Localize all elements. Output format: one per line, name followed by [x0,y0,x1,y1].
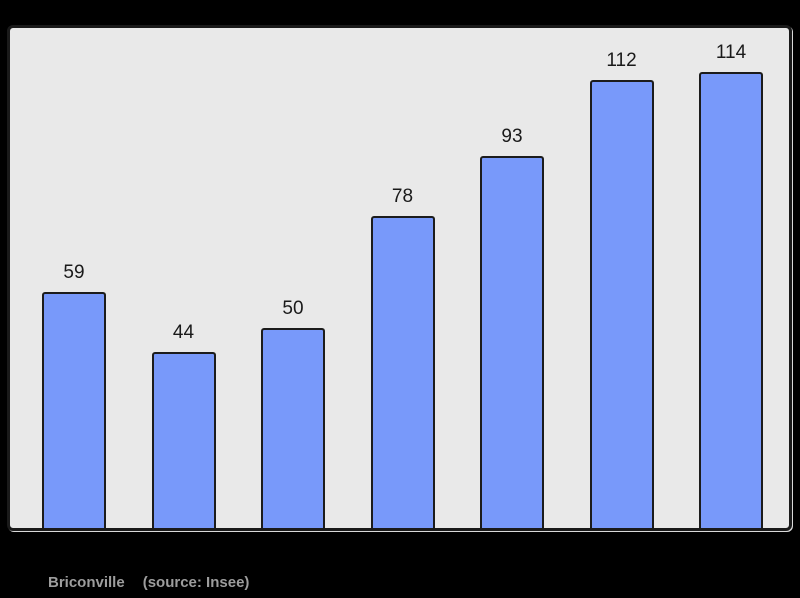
chart-caption: Briconville (source: Insee) [48,574,249,591]
bar-value-label: 93 [501,126,523,148]
bar-group: 114 [699,42,763,528]
bar [42,292,106,528]
bar-value-label: 44 [172,322,195,344]
caption-source: (source: Insee) [142,574,250,591]
bar-group: 59 [42,262,106,528]
bar-value-label: 112 [606,50,637,72]
bar [589,80,654,528]
caption-place: Briconville [48,574,125,591]
bar [699,72,763,528]
bar-value-label: 50 [282,298,304,320]
bar-group: 50 [261,298,325,528]
bar [370,216,435,528]
bar-value-label: 59 [63,262,85,284]
chart-panel: 59 44 50 78 93 112 114 [7,25,792,531]
bar [261,328,325,528]
bar-value-label: 78 [391,186,414,208]
bar [151,352,216,528]
bar-value-label: 114 [715,42,747,64]
bar-group: 44 [151,322,216,528]
plot-area: 59 44 50 78 93 112 114 [10,28,789,528]
bar [480,156,544,528]
bar-group: 112 [589,50,654,528]
bar-group: 78 [370,186,435,528]
bar-group: 93 [480,126,544,528]
